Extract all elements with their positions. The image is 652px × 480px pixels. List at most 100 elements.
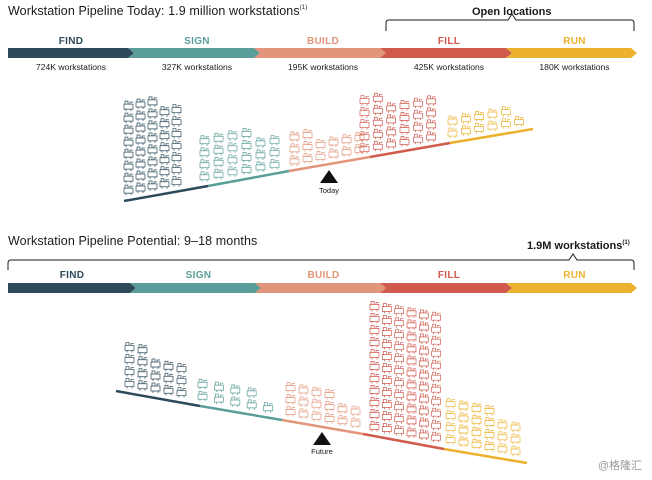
workstation-icon	[123, 184, 134, 196]
workstation-icon	[418, 393, 429, 405]
top-workstation-icons	[123, 92, 525, 196]
workstation-icon	[163, 384, 174, 396]
workstation-icon	[159, 154, 170, 165]
workstation-icon	[359, 131, 370, 142]
workstation-icon	[199, 171, 210, 182]
workstation-icon	[487, 120, 498, 132]
workstation-icon	[447, 127, 458, 139]
workstation-icon	[381, 363, 392, 374]
workstation-icon	[315, 138, 326, 150]
workstation-icon	[406, 403, 417, 414]
workstation-icon	[372, 104, 383, 116]
watermark: @格隆汇	[597, 460, 642, 472]
workstation-icon	[394, 329, 405, 340]
workstation-icon	[269, 135, 280, 146]
workstation-icon	[123, 172, 134, 184]
workstation-icon	[137, 356, 148, 367]
top-stage-bar-build	[254, 48, 386, 58]
workstation-icon	[324, 389, 335, 400]
workstation-icon	[431, 383, 442, 395]
workstation-icon	[406, 319, 417, 330]
top-stage-label-run: RUN	[563, 36, 586, 47]
workstation-icon	[302, 153, 313, 164]
workstation-icon	[372, 116, 383, 128]
workstation-icon	[147, 180, 158, 191]
top-stage-count-fill: 425K workstations	[413, 62, 485, 72]
workstation-icon	[159, 142, 170, 153]
workstation-icon	[500, 118, 511, 129]
workstation-icon	[289, 131, 300, 142]
workstation-icon	[171, 176, 182, 187]
workstation-icon	[406, 331, 417, 342]
workstation-icon	[412, 97, 423, 109]
workstation-icon	[163, 372, 174, 384]
workstation-icon	[381, 351, 392, 362]
workstation-icon	[147, 96, 158, 107]
workstation-icon	[150, 370, 161, 382]
workstation-icon	[394, 353, 405, 364]
workstation-icon	[255, 161, 266, 172]
workstation-icon	[458, 436, 469, 447]
workstation-icon	[199, 159, 210, 170]
workstation-icon	[135, 98, 146, 110]
workstation-icon	[372, 92, 383, 104]
workstation-icon	[171, 116, 182, 127]
workstation-icon	[386, 126, 397, 137]
workstation-icon	[471, 438, 482, 450]
top-seesaw-run	[449, 127, 534, 145]
workstation-icon	[213, 168, 224, 180]
workstation-icon	[406, 367, 417, 378]
workstation-icon	[285, 382, 296, 393]
workstation-icon	[255, 149, 266, 160]
bottom-stage-bar-find	[8, 283, 136, 293]
workstation-icon	[369, 337, 380, 348]
workstation-icon	[431, 431, 442, 443]
workstation-icon	[418, 345, 429, 357]
workstation-icon	[171, 140, 182, 151]
workstation-icon	[171, 164, 182, 175]
workstation-icon	[471, 426, 482, 438]
workstation-icon	[471, 414, 482, 426]
workstation-icon	[124, 366, 135, 377]
workstation-icon	[213, 132, 224, 144]
bottom-workstation-icons	[124, 301, 521, 457]
workstation-icon	[460, 125, 471, 136]
bottom-stage-label-sign: SIGN	[185, 270, 212, 281]
workstation-icon	[359, 119, 370, 130]
workstation-icon	[135, 146, 146, 158]
bottom-stage-bar-sign	[130, 283, 261, 293]
workstation-icon	[197, 378, 208, 390]
top-stage-label-fill: FILL	[437, 36, 461, 47]
top-fulcrum-triangle	[320, 170, 338, 183]
workstation-icon	[341, 146, 352, 157]
workstation-icon	[381, 387, 392, 398]
workstation-icon	[147, 132, 158, 143]
workstation-icon	[497, 431, 508, 442]
workstation-icon	[123, 124, 134, 136]
workstation-icon	[150, 382, 161, 394]
workstation-icon	[214, 393, 224, 405]
workstation-icon	[241, 163, 252, 175]
workstation-icon	[510, 433, 521, 445]
workstation-icon	[394, 413, 405, 424]
workstation-icon	[298, 384, 309, 395]
workstation-icon	[381, 303, 392, 314]
bottom-seesaw-sign	[199, 404, 283, 422]
workstation-icon	[386, 102, 397, 113]
workstation-icon	[418, 417, 429, 429]
workstation-icon	[381, 339, 392, 350]
workstation-icon	[369, 373, 380, 384]
workstation-icon	[285, 394, 296, 405]
workstation-icon	[135, 134, 146, 146]
bottom-seesaw-build	[281, 418, 364, 436]
workstation-icon	[159, 118, 170, 129]
workstation-icon	[328, 136, 339, 148]
workstation-icon	[230, 384, 241, 395]
workstation-icon	[123, 160, 134, 172]
workstation-icon	[369, 325, 380, 336]
bottom-stage-bar-fill	[380, 283, 512, 293]
bottom-stage-label-fill: FILL	[437, 270, 461, 281]
bottom-stage-bar-run	[506, 283, 637, 293]
workstation-icon	[412, 109, 423, 121]
workstation-icon	[227, 130, 238, 141]
